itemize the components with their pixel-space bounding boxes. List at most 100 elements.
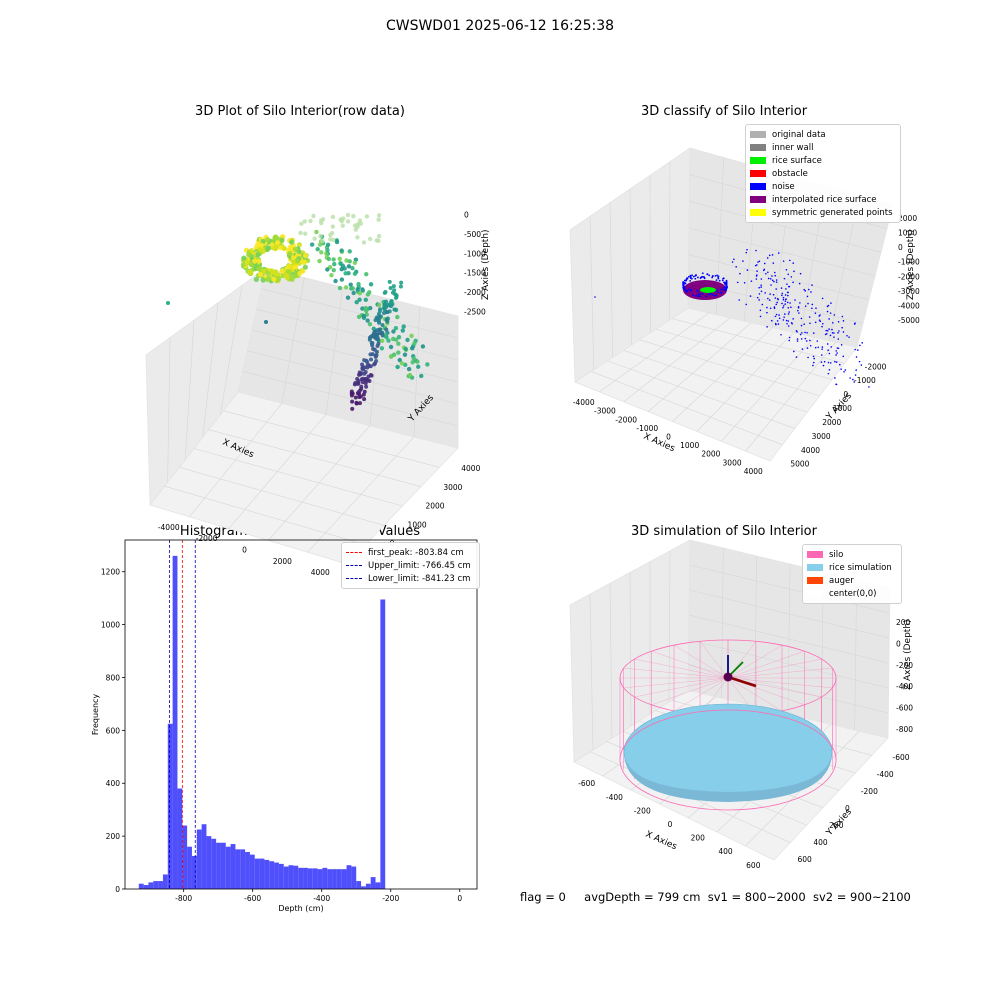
data-point <box>816 340 819 342</box>
data-point <box>717 291 719 294</box>
data-point <box>340 223 345 228</box>
legend-entry: rice surface <box>750 154 896 167</box>
x-tick-label: -400 <box>606 793 623 802</box>
legend-entry: original data <box>750 128 896 141</box>
data-point <box>821 348 823 350</box>
data-point <box>351 290 356 296</box>
data-point <box>858 360 861 363</box>
data-point <box>384 334 389 340</box>
data-point <box>783 277 786 280</box>
legend-label: rice simulation <box>829 562 892 573</box>
y-tick-label: 1000 <box>833 404 852 413</box>
silo-wire <box>727 667 833 679</box>
data-point <box>755 278 758 280</box>
data-point <box>363 305 368 311</box>
legend-label: Upper_limit: -766.45 cm <box>368 560 471 571</box>
data-point <box>689 289 692 292</box>
data-point <box>253 276 259 283</box>
avg-depth-value: avgDepth = 799 cm <box>584 890 701 904</box>
data-point <box>683 281 686 284</box>
legend-label: auger <box>829 575 854 586</box>
legend-swatch <box>807 577 823 584</box>
data-point <box>364 271 369 277</box>
data-point <box>785 268 788 271</box>
data-point <box>785 298 787 301</box>
histogram-bar <box>307 868 313 889</box>
data-point <box>821 325 823 328</box>
data-point <box>246 252 252 258</box>
data-point <box>339 248 344 253</box>
data-point <box>784 313 786 315</box>
data-point <box>376 234 382 239</box>
data-point <box>826 310 829 313</box>
data-point <box>835 350 837 352</box>
data-point <box>776 301 778 304</box>
wall-grid <box>202 302 219 438</box>
data-point <box>312 236 317 241</box>
data-point <box>767 277 770 280</box>
data-point <box>835 383 838 386</box>
data-point <box>406 366 412 372</box>
floor-grid <box>591 371 783 445</box>
data-point <box>787 325 790 327</box>
data-point <box>682 283 685 286</box>
data-point <box>829 312 832 314</box>
data-point <box>852 378 854 381</box>
data-point <box>812 364 814 367</box>
x-tick-label: 3000 <box>723 458 742 467</box>
histogram-bar <box>346 865 352 889</box>
data-point <box>377 314 382 319</box>
histogram-bar <box>254 858 260 889</box>
data-point <box>377 330 382 335</box>
data-point <box>694 277 697 280</box>
data-point <box>817 346 820 349</box>
data-point <box>781 292 784 295</box>
data-point <box>361 240 367 245</box>
data-point <box>347 259 352 264</box>
floor-grid <box>623 317 731 402</box>
data-point <box>391 352 397 357</box>
data-point <box>359 384 364 389</box>
data-point <box>396 350 401 355</box>
x-tick-label: 2000 <box>701 450 720 459</box>
data-point <box>812 361 815 364</box>
data-point <box>733 258 735 261</box>
y-tick-label: 1000 <box>408 520 427 529</box>
histogram-bar <box>240 849 246 889</box>
data-point <box>420 344 426 349</box>
data-point <box>356 381 361 386</box>
data-point <box>815 307 817 309</box>
z-tick-label: -2000 <box>464 288 486 297</box>
wall-grid <box>589 594 594 751</box>
data-point <box>763 269 765 272</box>
histogram-bar <box>216 842 221 889</box>
y-tick-label: -1000 <box>854 376 876 385</box>
data-point <box>825 329 828 332</box>
data-point <box>841 326 843 329</box>
floor-grid <box>721 337 815 442</box>
data-point <box>257 271 264 278</box>
data-point <box>769 307 772 310</box>
data-point <box>821 346 824 348</box>
data-point <box>796 338 799 340</box>
legend-entry: noise <box>750 180 896 193</box>
data-point <box>725 283 728 285</box>
data-point <box>718 279 721 282</box>
silo-simulation-3d: -600-400-20002004006006004002000-200-400… <box>569 540 913 870</box>
data-point <box>814 346 817 349</box>
legend-label: Lower_limit: -841.23 cm <box>368 573 471 584</box>
data-point <box>247 269 254 275</box>
data-point <box>359 377 364 382</box>
y-axis-label: Frequency <box>91 694 100 736</box>
z-axis-label: Z Axies (Depth) <box>906 229 916 300</box>
data-point <box>725 288 728 290</box>
data-point <box>283 272 289 279</box>
data-point <box>795 329 798 332</box>
data-point <box>350 399 355 404</box>
data-point <box>821 297 824 300</box>
data-point <box>820 361 823 363</box>
wall-grid <box>247 350 459 405</box>
y-tick-label: 1200 <box>101 568 120 577</box>
legend-label: noise <box>772 181 795 192</box>
histogram-bar <box>153 881 159 889</box>
